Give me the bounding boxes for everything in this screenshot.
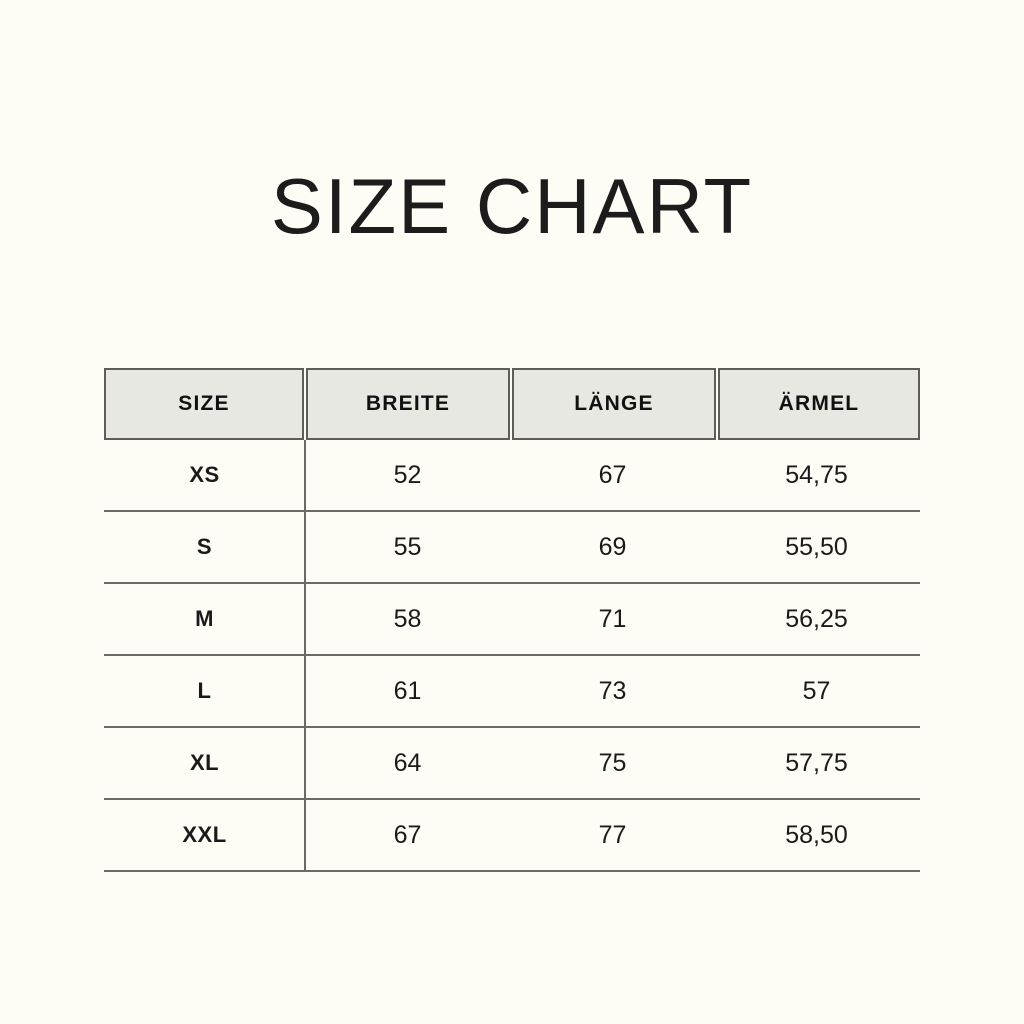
column-header-laenge: LÄNGE <box>512 368 717 440</box>
column-header-aermel: ÄRMEL <box>718 368 921 440</box>
cell-aermel: 56,25 <box>785 604 848 633</box>
table-row: L 61 73 57 <box>104 656 920 728</box>
table-body: XS 52 67 54,75 S 55 69 55,50 M 58 71 56,… <box>104 440 920 872</box>
column-header-size: SIZE <box>104 368 305 440</box>
cell-laenge: 75 <box>598 748 627 777</box>
table-row: XXL 67 77 58,50 <box>104 800 920 872</box>
table-row: M 58 71 56,25 <box>104 584 920 656</box>
cell-breite: 61 <box>393 676 422 705</box>
cell-breite: 64 <box>393 748 422 777</box>
page-title: SIZE CHART <box>270 162 754 250</box>
cell-laenge: 67 <box>598 460 627 489</box>
cell-laenge: 71 <box>598 604 627 633</box>
cell-size: XXL <box>182 822 227 847</box>
cell-size: XL <box>189 750 220 775</box>
cell-laenge: 77 <box>598 820 627 849</box>
cell-size: S <box>196 534 213 559</box>
cell-aermel: 55,50 <box>785 532 848 561</box>
column-header-breite: BREITE <box>306 368 511 440</box>
cell-breite: 67 <box>393 820 422 849</box>
table-row: S 55 69 55,50 <box>104 512 920 584</box>
table-row: XS 52 67 54,75 <box>104 440 920 512</box>
cell-aermel: 58,50 <box>785 820 848 849</box>
cell-breite: 55 <box>393 532 422 561</box>
size-chart-table: SIZE BREITE LÄNGE ÄRMEL XS 52 67 54,75 S… <box>104 368 921 872</box>
cell-breite: 58 <box>393 604 422 633</box>
cell-aermel: 57,75 <box>785 748 848 777</box>
cell-laenge: 69 <box>598 532 627 561</box>
cell-breite: 52 <box>393 460 422 489</box>
cell-size: M <box>195 606 214 631</box>
column-divider <box>304 440 306 872</box>
cell-size: L <box>197 678 212 703</box>
cell-aermel: 54,75 <box>785 460 848 489</box>
table-row: XL 64 75 57,75 <box>104 728 920 800</box>
cell-size: XS <box>189 462 220 487</box>
cell-laenge: 73 <box>598 676 627 705</box>
table-header-row: SIZE BREITE LÄNGE ÄRMEL <box>104 368 921 440</box>
cell-aermel: 57 <box>802 676 831 705</box>
